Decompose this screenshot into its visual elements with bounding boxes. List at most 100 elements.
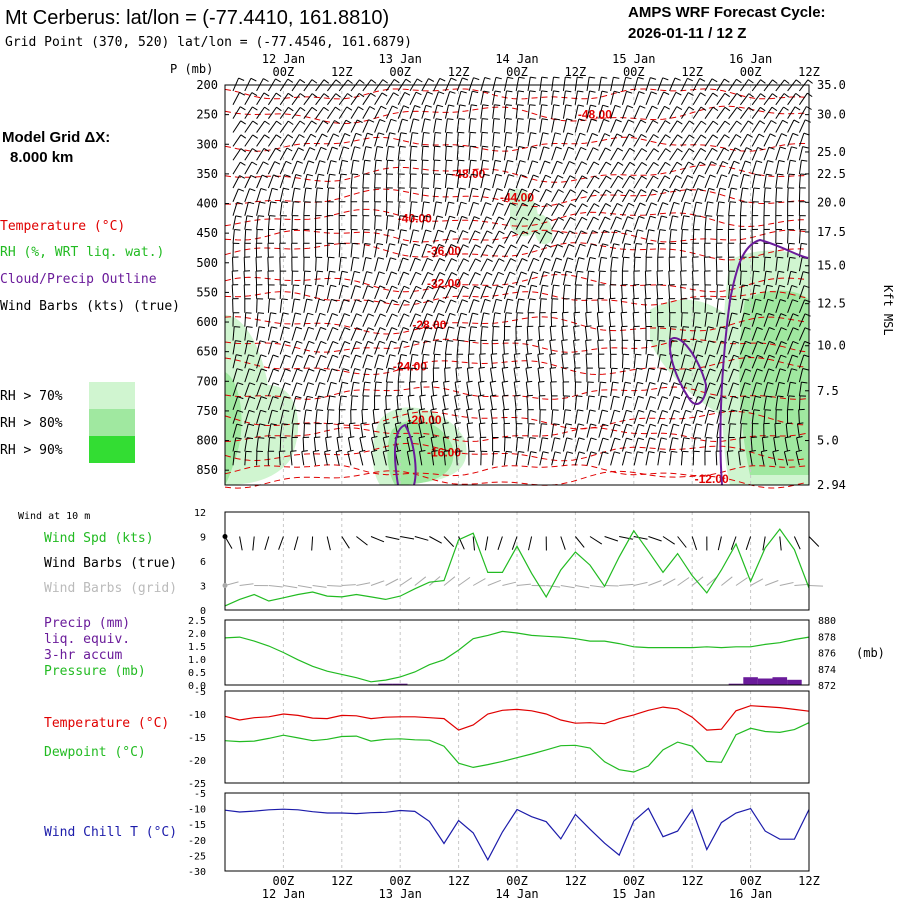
grid-wind-barb	[239, 583, 254, 586]
wind-barb	[539, 257, 551, 272]
wind-barb	[315, 146, 327, 161]
barb-shaft	[468, 118, 471, 133]
barb-flag	[660, 437, 668, 440]
wind-barb	[231, 284, 239, 299]
wind-barb	[350, 340, 362, 355]
wind-barb	[657, 229, 666, 244]
barb-flag	[478, 394, 485, 397]
barb-shaft	[468, 132, 471, 147]
barb-shaft	[763, 299, 769, 313]
barb-shaft	[456, 299, 463, 313]
barb-shaft	[798, 229, 801, 244]
wind-barb	[551, 437, 561, 452]
grid-wind-barb	[283, 585, 298, 589]
wind-barb	[350, 132, 362, 147]
wind-barb	[315, 160, 326, 175]
barb-flag	[778, 160, 785, 163]
wind-barb	[645, 77, 657, 92]
wind-barb	[503, 230, 517, 244]
barb-flag	[459, 187, 466, 190]
wind-barb	[362, 243, 371, 258]
barb-flag	[498, 271, 504, 276]
barb-shaft	[680, 284, 682, 299]
barb-flag	[299, 134, 305, 139]
barb-flag	[367, 340, 374, 344]
wind-barb	[444, 258, 458, 272]
barb-flag	[320, 368, 327, 372]
wind-barb	[362, 106, 376, 119]
wind-barb	[657, 134, 671, 147]
grid-wind-barb	[648, 580, 662, 586]
wind-barb	[610, 256, 619, 272]
barb-shaft	[409, 340, 415, 355]
barb-shaft	[704, 148, 713, 161]
wind-barb	[574, 409, 584, 424]
wind-barb	[798, 271, 810, 286]
wind-barb	[610, 76, 620, 92]
barb-shaft	[442, 437, 446, 452]
barb-shaft	[361, 409, 364, 424]
wind-barb	[444, 215, 456, 230]
wind-barb	[739, 423, 748, 438]
barb-flag	[446, 173, 453, 176]
wind-barb	[444, 159, 453, 175]
wind-barb	[409, 132, 419, 147]
barb-shaft	[598, 189, 607, 203]
barb-shaft	[350, 341, 357, 355]
grid-wind-barb	[370, 580, 385, 586]
barb-shaft	[370, 451, 376, 466]
barb-shaft	[291, 326, 297, 341]
barb-shaft	[232, 257, 234, 272]
barb-shaft	[385, 119, 392, 133]
wind-barb	[456, 272, 470, 286]
barb-flag	[592, 230, 599, 234]
wind-barb	[492, 76, 502, 92]
barb-shaft	[291, 188, 295, 202]
barb-flag	[240, 148, 246, 153]
barb-flag	[462, 299, 468, 303]
wind-barb	[739, 436, 746, 452]
barb-flag	[558, 216, 565, 221]
barb-shaft	[232, 410, 238, 424]
barb-flag	[541, 118, 548, 121]
barb-shaft	[621, 216, 629, 230]
barb-shaft	[633, 424, 639, 438]
barb-shaft	[621, 243, 626, 258]
barb-flag	[294, 409, 301, 412]
barb-flag	[272, 396, 279, 399]
wind-barb	[433, 187, 442, 202]
barb-flag	[644, 284, 652, 286]
barb-shaft	[527, 118, 531, 133]
barb-flag	[565, 90, 572, 93]
isotherm-line	[224, 208, 808, 228]
wind-barb	[586, 216, 599, 230]
barb-flag	[498, 216, 505, 221]
wind-barb	[787, 229, 795, 244]
wind-barb	[362, 368, 372, 383]
barb-flag	[235, 215, 242, 218]
barb-shaft	[726, 451, 730, 466]
wind-barb	[727, 228, 735, 244]
wind-barb	[256, 188, 267, 203]
wind-barb	[350, 368, 361, 383]
wind-barb	[256, 354, 267, 369]
wind-barb	[267, 354, 279, 369]
barb-shaft	[515, 146, 520, 161]
barb-flag	[660, 354, 667, 356]
barb-shaft	[598, 90, 603, 105]
true-wind-barb	[326, 536, 331, 551]
barb-shaft	[787, 327, 794, 341]
wind-barb	[433, 299, 445, 313]
barb-flag	[393, 92, 399, 97]
wind-barb	[775, 119, 789, 133]
wind-barb	[798, 215, 806, 230]
y-tick-kft: 5.0	[817, 434, 839, 448]
barb-flag	[780, 299, 787, 302]
barb-shaft	[385, 299, 393, 313]
wind-barb	[515, 188, 528, 203]
wind-barb	[739, 284, 749, 299]
wind-barb	[515, 437, 524, 452]
barb-shaft	[256, 134, 265, 147]
barb-flag	[542, 437, 549, 440]
wind-barb	[787, 340, 799, 355]
